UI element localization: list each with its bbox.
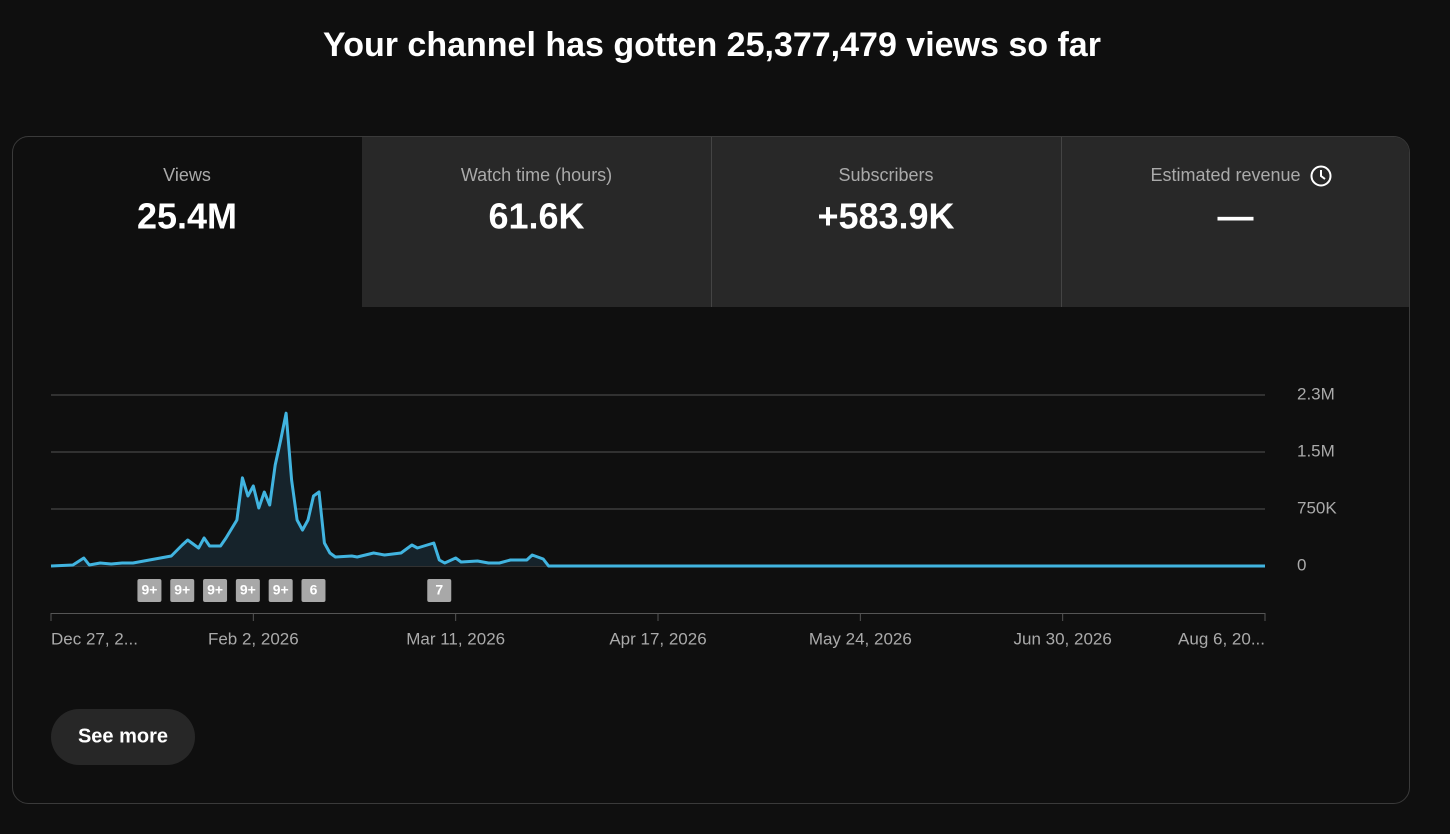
x-tick-label: May 24, 2026 [809, 629, 912, 648]
tab-label[interactable]: Subscribers [838, 165, 933, 185]
video-badge-label[interactable]: 7 [435, 582, 443, 598]
tab-label[interactable]: Views [163, 165, 211, 185]
see-more-label[interactable]: See more [78, 725, 168, 747]
line [50, 411, 1265, 568]
x-tick-label: Feb 2, 2026 [208, 629, 299, 648]
video-badge[interactable] [301, 579, 326, 602]
video-badge[interactable] [203, 579, 228, 602]
tab-value[interactable]: +583.9K [817, 196, 954, 237]
video-badge-label[interactable]: 9+ [240, 582, 256, 598]
x-tick-label: Apr 17, 2026 [609, 629, 706, 648]
video-badge[interactable] [137, 579, 162, 602]
x-tick-label: Dec 27, 2... [51, 629, 138, 648]
page-title: Your channel has gotten 25,377,479 views… [323, 26, 1101, 64]
x-tick-label: Mar 11, 2026 [406, 629, 505, 648]
x-tick-label: Jun 30, 2026 [1014, 629, 1112, 648]
tab-value[interactable]: 25.4M [137, 196, 237, 237]
video-badge[interactable] [268, 579, 293, 602]
video-badge-label[interactable]: 9+ [207, 582, 223, 598]
y-tick-label: 2.3M [1297, 384, 1335, 403]
tab-label[interactable]: Estimated revenue [1150, 165, 1300, 185]
y-tick-label: 1.5M [1297, 441, 1335, 460]
y-tick-label: 0 [1297, 555, 1306, 574]
video-badge-label[interactable]: 9+ [273, 582, 289, 598]
tab-value[interactable]: — [1218, 196, 1254, 237]
video-badge-label[interactable]: 6 [310, 582, 318, 598]
see-more-button[interactable] [51, 709, 195, 765]
tab-value[interactable]: 61.6K [488, 196, 584, 237]
x-tick-label: Aug 6, 20... [1178, 629, 1265, 648]
video-badge-label[interactable]: 9+ [141, 582, 157, 598]
video-badge[interactable] [427, 579, 452, 602]
tab-strip [362, 137, 1409, 307]
clock-icon [1310, 165, 1332, 187]
tab-label[interactable]: Watch time (hours) [461, 165, 612, 185]
y-tick-label: 750K [1297, 498, 1337, 517]
video-badge[interactable] [235, 579, 260, 602]
video-badge-label[interactable]: 9+ [174, 582, 190, 598]
video-badge[interactable] [170, 579, 195, 602]
